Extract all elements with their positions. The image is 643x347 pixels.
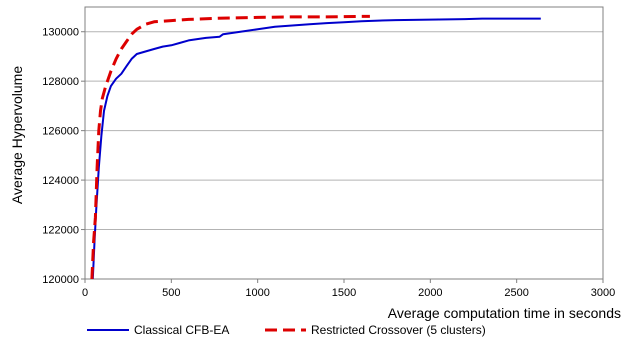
x-axis-label: Average computation time in seconds [388,305,621,321]
y-tick-label: 120000 [42,274,79,286]
x-tick-label: 2500 [504,287,528,299]
series-layer [92,16,541,279]
y-tick-label: 128000 [42,76,79,88]
legend-label-classical-cfb-ea: Classical CFB-EA [134,323,229,337]
x-axis-ticks: 0 500 1000 1500 2000 2500 3000 [82,279,615,299]
grid [85,32,603,279]
y-tick-label: 122000 [42,225,79,237]
y-tick-label: 124000 [42,175,79,187]
x-tick-label: 500 [162,287,180,299]
y-tick-label: 126000 [42,126,79,138]
series-line-classical-cfb-ea [93,19,541,279]
x-tick-label: 3000 [591,287,615,299]
x-tick-label: 2000 [418,287,442,299]
x-tick-label: 1000 [245,287,269,299]
y-tick-label: 130000 [42,27,79,39]
plot-area-frame [85,7,603,279]
legend-label-restricted-crossover: Restricted Crossover (5 clusters) [311,323,486,337]
legend: Classical CFB-EA Restricted Crossover (5… [87,323,486,337]
x-tick-label: 1500 [332,287,356,299]
x-tick-label: 0 [82,287,88,299]
y-axis-ticks: 120000 122000 124000 126000 128000 130000 [42,27,85,286]
y-axis-label: Average Hypervolume [9,66,25,204]
